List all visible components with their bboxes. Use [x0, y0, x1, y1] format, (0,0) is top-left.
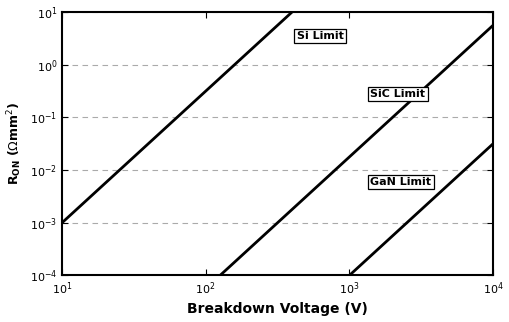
- Text: Si Limit: Si Limit: [297, 31, 344, 41]
- X-axis label: Breakdown Voltage (V): Breakdown Voltage (V): [187, 302, 368, 317]
- Text: SiC Limit: SiC Limit: [371, 89, 426, 99]
- Text: GaN Limit: GaN Limit: [371, 177, 431, 187]
- Y-axis label: R$_\mathregular{ON}$ ($\Omega$mm$^2$): R$_\mathregular{ON}$ ($\Omega$mm$^2$): [6, 102, 24, 185]
